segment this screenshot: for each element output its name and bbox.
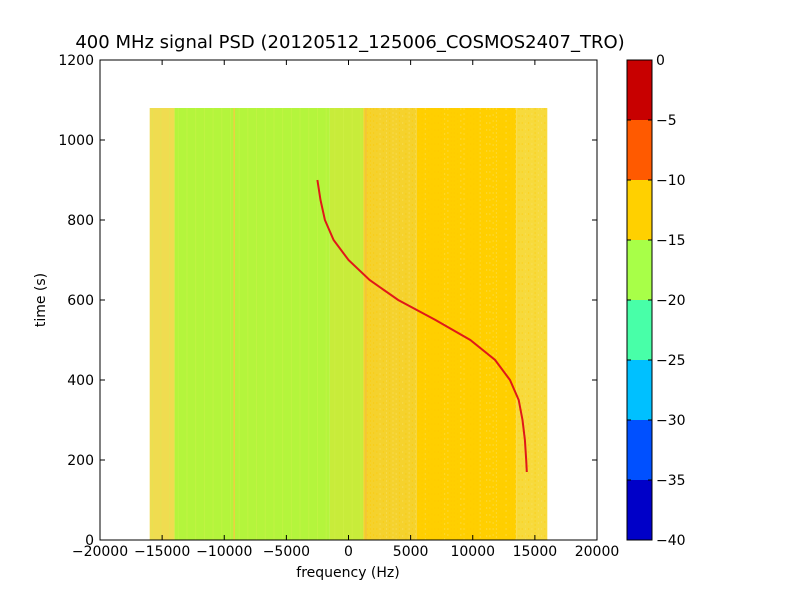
colorbar-segment-2 [627, 360, 652, 420]
colorbar-segment-1 [627, 420, 652, 480]
colorbar-ticks: 0 −5 −10 −15 −20 −25 −30 −35 −40 [627, 53, 686, 549]
y-tick-label: 0 [85, 533, 94, 549]
y-tick-label: 800 [67, 213, 94, 229]
colorbar-tick-label: −40 [656, 533, 686, 549]
y-tick-label: 200 [67, 453, 94, 469]
y-tick-label: 1000 [58, 133, 94, 149]
y-tick-label: 1200 [58, 53, 94, 69]
colorbar-segment-0 [627, 480, 652, 540]
colorbar-segment-6 [627, 120, 652, 180]
x-tick-label: −5000 [263, 544, 310, 560]
colorbar-tick-label: −10 [656, 173, 686, 189]
y-tick-label: 600 [67, 293, 94, 309]
spectrum-band-3 [363, 108, 417, 540]
colorbar-segment-7 [627, 60, 652, 120]
signal-doppler-trace [316, 179, 528, 473]
spectrum-band-0 [149, 108, 175, 540]
spectrum-band-5 [516, 108, 548, 540]
colorbar-tick-label: 0 [656, 53, 665, 69]
colorbar-tick-label: −25 [656, 353, 686, 369]
colorbar-segment-5 [627, 180, 652, 240]
x-tick-label: −15000 [134, 544, 190, 560]
colorbar-tick-label: −5 [656, 113, 677, 129]
x-tick-label: 0 [344, 544, 353, 560]
colorbar-tick-label: −35 [656, 473, 686, 489]
x-axis-ticks: −20000 −15000 −10000 −5000 0 5000 10000 15000 20… [72, 60, 619, 560]
colorbar-tick-label: −20 [656, 293, 686, 309]
spectrum-band-4 [416, 108, 517, 540]
spectrum-texture [151, 108, 546, 540]
x-axis-label: frequency (Hz) [296, 565, 399, 581]
spectrum-band-1 [174, 108, 330, 540]
plot-area [99, 59, 598, 541]
x-tick-label: 20000 [575, 544, 620, 560]
x-tick-label: 10000 [450, 544, 495, 560]
colorbar-segment-3 [627, 300, 652, 360]
y-tick-label: 400 [67, 373, 94, 389]
x-tick-label: −20000 [72, 544, 128, 560]
chart-title: 400 MHz signal PSD (20120512_125006_COSM… [75, 32, 624, 53]
x-tick-label: −10000 [196, 544, 252, 560]
spectrum-bands [149, 108, 548, 540]
colorbar-segment-4 [627, 240, 652, 300]
x-tick-label: 5000 [393, 544, 429, 560]
colorbar-tick-label: −30 [656, 413, 686, 429]
x-tick-label: 15000 [513, 544, 558, 560]
colorbar-tick-label: −15 [656, 233, 686, 249]
spectral-lines [233, 108, 367, 540]
spectrum-band-2 [329, 108, 364, 540]
y-axis-ticks: 0 200 400 600 800 1000 1200 [58, 53, 597, 549]
y-axis-label: time (s) [33, 273, 49, 327]
